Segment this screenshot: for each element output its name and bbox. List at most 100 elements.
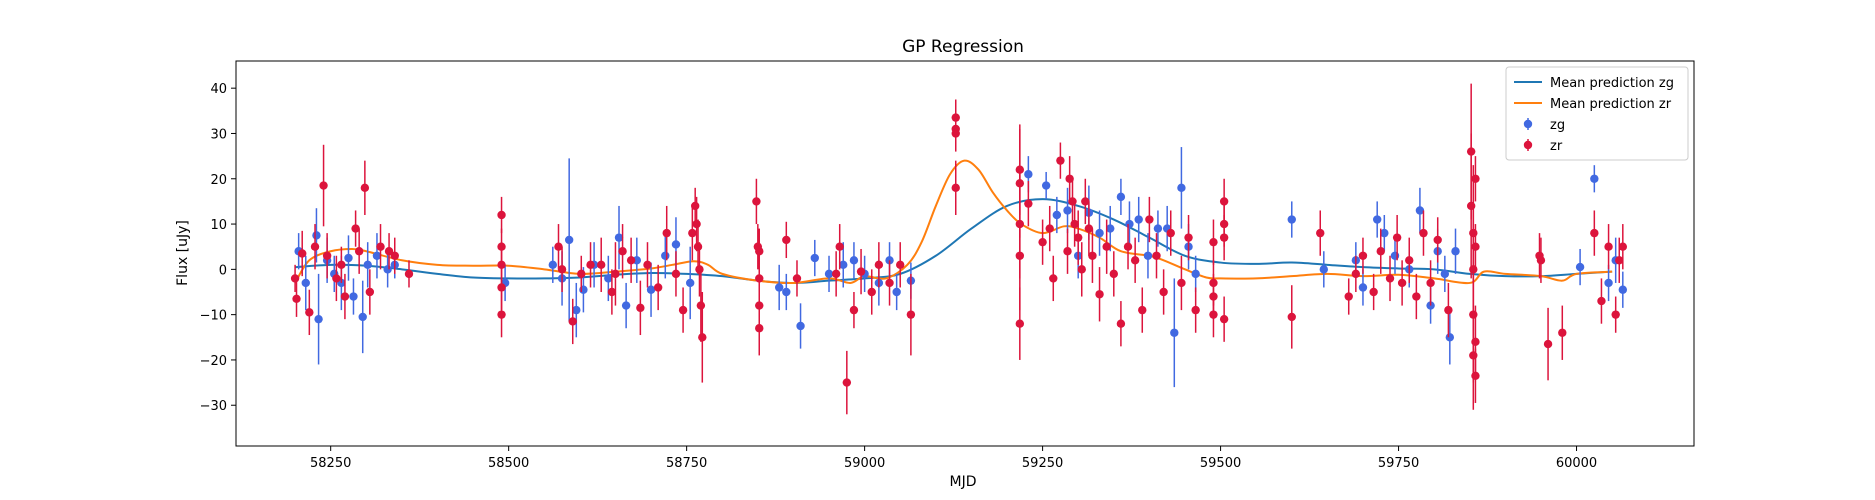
data-point-zr xyxy=(678,287,688,333)
marker-zg xyxy=(1440,269,1450,279)
marker-zr xyxy=(1433,235,1442,245)
marker-zr xyxy=(792,274,802,283)
x-tick-label: 59000 xyxy=(844,456,885,471)
data-point-zr xyxy=(1536,237,1546,283)
y-tick-label: 40 xyxy=(210,82,227,97)
marker-zr xyxy=(849,305,859,315)
data-point-zr xyxy=(360,160,370,215)
data-point-zg xyxy=(1440,255,1450,292)
data-point-zg xyxy=(1380,215,1389,252)
marker-zg xyxy=(1287,215,1296,224)
data-point-zr xyxy=(1597,278,1606,324)
marker-zr xyxy=(310,242,320,251)
data-point-zr xyxy=(1116,301,1126,347)
y-tick-label: 0 xyxy=(219,263,227,278)
marker-zr xyxy=(698,333,707,342)
data-point-zr xyxy=(607,269,617,315)
y-axis-ticks: −30 −20 −10 0 10 20 30 40 xyxy=(200,82,236,414)
data-point-zg xyxy=(796,303,805,349)
marker-zr xyxy=(1038,237,1047,247)
legend-item: Mean prediction zr xyxy=(1514,97,1672,112)
data-point-zr xyxy=(782,221,791,259)
marker-zr xyxy=(678,305,688,315)
data-point-zr xyxy=(365,269,375,315)
marker-zr xyxy=(1471,371,1480,380)
marker-zr xyxy=(1152,251,1161,260)
data-point-zr xyxy=(1444,282,1453,338)
marker-zr xyxy=(337,260,346,270)
marker-zr xyxy=(951,129,960,138)
marker-zg xyxy=(363,260,372,270)
data-point-zr xyxy=(885,260,894,306)
marker-zr xyxy=(554,242,563,251)
marker-zg xyxy=(312,231,321,240)
data-point-zr xyxy=(842,350,852,415)
data-point-zr xyxy=(626,237,636,283)
data-point-zg xyxy=(564,158,574,322)
marker-zr xyxy=(1073,233,1083,242)
data-point-zr xyxy=(1385,255,1395,302)
marker-zr xyxy=(360,183,370,193)
data-point-zr xyxy=(497,196,506,234)
x-tick-label: 58750 xyxy=(666,456,707,471)
marker-zg xyxy=(1390,251,1400,260)
marker-zr xyxy=(618,247,627,256)
data-point-zg xyxy=(1618,271,1628,308)
x-tick-label: 59500 xyxy=(1200,456,1241,471)
data-point-zg xyxy=(1575,248,1585,286)
data-point-zr xyxy=(1618,224,1628,270)
marker-zg xyxy=(782,287,791,297)
marker-zg xyxy=(646,285,656,294)
marker-zr xyxy=(1088,251,1097,260)
marker-zr xyxy=(557,265,567,274)
data-point-zr xyxy=(1397,260,1407,306)
marker-zg xyxy=(824,269,834,279)
data-point-zr xyxy=(611,242,620,306)
marker-zr xyxy=(951,183,960,193)
marker-zr xyxy=(1604,242,1613,251)
data-point-zr xyxy=(1095,267,1104,322)
data-point-zr xyxy=(1184,215,1193,261)
marker-zr xyxy=(1385,274,1395,283)
marker-zg xyxy=(1415,206,1425,215)
x-tick-label: 59750 xyxy=(1378,456,1419,471)
data-point-zr xyxy=(337,246,346,283)
marker-zr xyxy=(636,303,645,313)
marker-zr xyxy=(1070,219,1079,229)
marker-zg xyxy=(349,292,358,301)
data-point-zg xyxy=(782,273,791,311)
data-point-zr xyxy=(951,160,960,215)
marker-zg xyxy=(1575,262,1585,272)
marker-zg xyxy=(774,283,784,292)
marker-zr xyxy=(1102,242,1111,251)
data-point-zr xyxy=(351,210,360,247)
marker-zg xyxy=(301,278,310,288)
x-tick-label: 58250 xyxy=(310,456,351,471)
data-point-zg xyxy=(810,239,819,277)
marker-zr xyxy=(1558,328,1567,337)
legend-marker-swatch xyxy=(1523,119,1533,129)
data-point-zr xyxy=(577,255,586,292)
marker-zg xyxy=(372,251,382,260)
data-point-zr xyxy=(597,237,606,292)
data-point-zr xyxy=(1209,292,1218,338)
y-tick-label: −20 xyxy=(200,354,227,369)
data-point-zr xyxy=(636,280,645,336)
data-point-zr xyxy=(586,242,595,288)
marker-zg xyxy=(383,265,392,274)
data-point-zg xyxy=(1604,264,1613,302)
data-point-zr xyxy=(332,255,341,302)
legend-box xyxy=(1505,66,1689,161)
marker-zr xyxy=(1084,224,1094,233)
marker-zr xyxy=(626,256,636,265)
marker-zr xyxy=(1068,197,1077,206)
marker-zr xyxy=(305,308,314,317)
data-point-zr xyxy=(1177,255,1186,311)
data-point-zr xyxy=(662,205,671,261)
data-point-zr xyxy=(618,224,627,279)
data-point-zr xyxy=(688,205,697,261)
marker-zg xyxy=(1106,224,1115,233)
marker-zg xyxy=(849,256,859,265)
marker-zr xyxy=(755,274,764,283)
data-point-zg xyxy=(1052,196,1062,234)
